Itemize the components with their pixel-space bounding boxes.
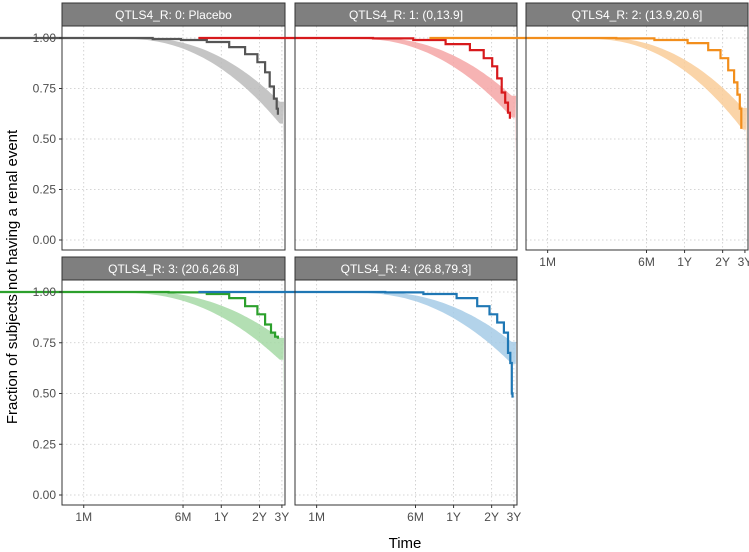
panel-border [61,279,286,506]
survival-curve [429,36,743,129]
facet-panel: QTLS4_R: 2: (13.9,20.6] 1M 6M 1Y 2Y 3Y [429,2,749,269]
x-tick-label: 6M [407,510,424,524]
y-tick-label: 0.25 [33,437,57,451]
y-tick-label: 1.00 [33,285,57,299]
y-tick-label: 0.00 [33,233,57,247]
survival-curve [198,290,514,398]
x-tick-label: 2Y [715,255,730,269]
panel-border [525,25,749,251]
x-tick-label: 1M [539,255,556,269]
plot-area [62,26,285,250]
x-tick-label: 6M [638,255,655,269]
panel-border [294,279,518,506]
survival-curve [0,36,279,115]
confidence-band [296,38,516,168]
facet-panel: QTLS4_R: 1: (0,13.9] [198,2,518,251]
y-tick-label: 0.75 [33,336,57,350]
facet-strip-label: QTLS4_R: 0: Placebo [115,8,232,22]
x-tick-label: 3Y [507,510,522,524]
y-tick-label: 0.50 [33,387,57,401]
y-axis-title: Fraction of subjects not having a renal … [4,129,21,424]
facet-strip-label: QTLS4_R: 2: (13.9,20.6] [572,8,703,22]
y-tick-label: 0.25 [33,183,57,197]
panel-border [294,25,518,251]
survival-curve [198,36,511,119]
facet-strip-label: QTLS4_R: 3: (20.6,26.8] [108,262,239,276]
plot-area [526,26,748,250]
x-axis-title: Time [389,535,422,552]
x-tick-label: 2Y [252,510,267,524]
x-tick-label: 1Y [446,510,461,524]
x-tick-label: 2Y [484,510,499,524]
x-tick-label: 1M [75,510,92,524]
y-tick-label: 0.75 [33,82,57,96]
facet-panel: QTLS4_R: 0: Placebo 0.00 0.25 0.50 0.75 1.00 [0,2,286,251]
facet-strip-label: QTLS4_R: 4: (26.8,79.3] [341,262,472,276]
x-tick-label: 3Y [738,255,749,269]
y-tick-label: 0.00 [33,488,57,502]
facet-panel: QTLS4_R: 3: (20.6,26.8] 0.00 0.25 0.50 0.75 1… [0,256,290,524]
plot-area [295,26,517,250]
y-tick-label: 1.00 [33,31,57,45]
x-tick-label: 1Y [214,510,229,524]
x-tick-label: 6M [175,510,192,524]
plot-area [295,280,517,505]
x-tick-label: 1M [308,510,325,524]
panel-border [61,25,286,251]
y-tick-label: 0.50 [33,132,57,146]
confidence-band [527,38,747,182]
facet-panel: QTLS4_R: 4: (26.8,79.3] 1M 6M 1Y 2Y 3Y [198,256,522,524]
x-tick-label: 1Y [677,255,692,269]
plot-area [62,280,285,505]
confidence-band [63,38,285,156]
x-tick-label: 3Y [275,510,290,524]
facet-strip-label: QTLS4_R: 1: (0,13.9] [349,8,463,22]
